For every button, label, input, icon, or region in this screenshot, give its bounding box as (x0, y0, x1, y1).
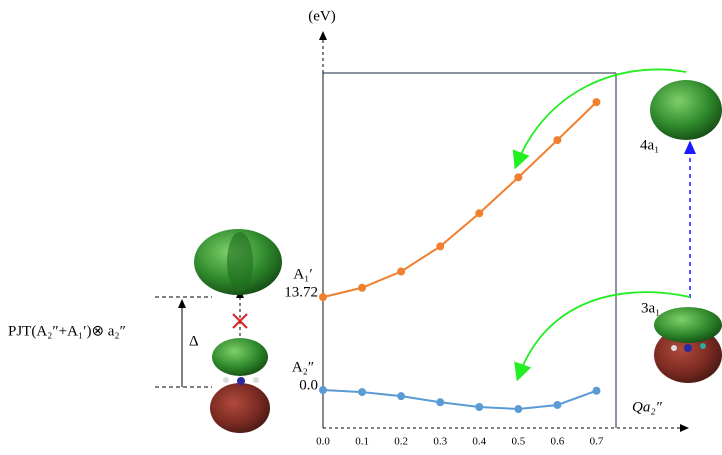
chart: (eV) Qa₂″ 4a₁ 3a₁ PJT(A₂″+A₁′)⊗ a₂″ Δ 0.… (0, 0, 722, 450)
x-axis-label: Qa₂″ (632, 399, 663, 415)
atom (684, 344, 692, 352)
atom (253, 377, 259, 383)
series-label: A₂″ (292, 359, 314, 375)
x-tick-label: 0.6 (551, 436, 565, 448)
x-tick-label: 0.2 (394, 436, 408, 448)
orbital-lobe (212, 338, 268, 376)
atom (700, 343, 706, 349)
orbital-lobe (654, 307, 722, 343)
atom (671, 345, 677, 351)
data-point (358, 388, 366, 396)
orbital-lobe (650, 80, 722, 140)
orbital-lobe (210, 383, 270, 433)
data-point (553, 401, 561, 409)
x-tick-label: 0.5 (511, 436, 525, 448)
axes (323, 32, 688, 428)
data-point (514, 173, 522, 181)
value-label: 13.72 (284, 285, 318, 301)
x-tick-label: 0.7 (590, 436, 604, 448)
orbital-label: 3a₁ (641, 300, 660, 316)
data-point (397, 392, 405, 400)
data-point (553, 136, 561, 144)
x-tick-label: 0.3 (433, 436, 447, 448)
series-line (323, 102, 596, 297)
y-axis-label: (eV) (308, 8, 335, 24)
data-point (319, 386, 327, 394)
x-tick-label: 0.4 (472, 436, 486, 448)
value-label: 0.0 (299, 377, 318, 393)
data-point (319, 293, 327, 301)
x-tick-label: 0.1 (355, 436, 369, 448)
data-point (436, 398, 444, 406)
orbital-lobe (227, 232, 253, 292)
x-tick-label: 0.0 (316, 436, 330, 448)
orbital-images (194, 80, 722, 433)
orbital-label: 4a₁ (640, 137, 659, 153)
data-point (436, 242, 444, 250)
data-point (397, 268, 405, 276)
pjt-label: PJT(A₂″+A₁′)⊗ a₂″ (8, 323, 126, 339)
data-point (358, 284, 366, 292)
atom (237, 377, 245, 385)
data-point (475, 209, 483, 217)
data-point (592, 387, 600, 395)
gap-label: Δ (189, 333, 199, 349)
atom (223, 377, 229, 383)
series-label: A₁′ (293, 267, 312, 283)
data-point (475, 403, 483, 411)
data-point (592, 98, 600, 106)
data-point (514, 405, 522, 413)
